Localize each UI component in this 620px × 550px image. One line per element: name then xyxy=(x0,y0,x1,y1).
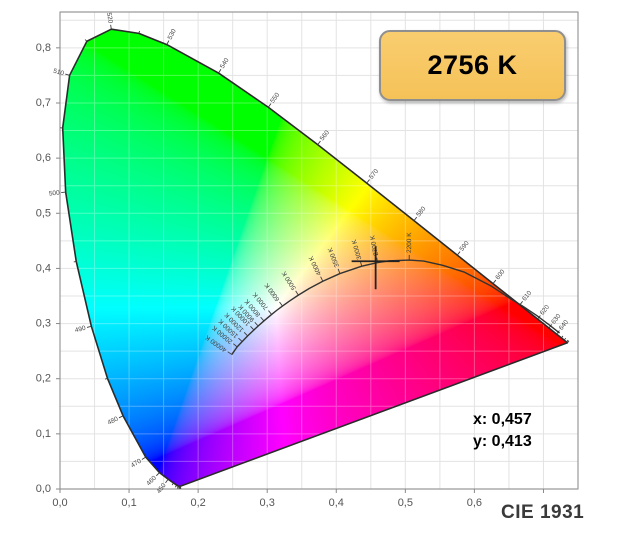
cct-value: 2756 K xyxy=(427,50,518,80)
xy-readout: x: 0,457 y: 0,413 xyxy=(473,409,532,453)
cct-badge: 2756 K xyxy=(379,30,566,101)
readout-y: y: 0,413 xyxy=(473,433,532,450)
chart-title: CIE 1931 xyxy=(501,502,585,523)
readout-x: x: 0,457 xyxy=(473,411,532,428)
